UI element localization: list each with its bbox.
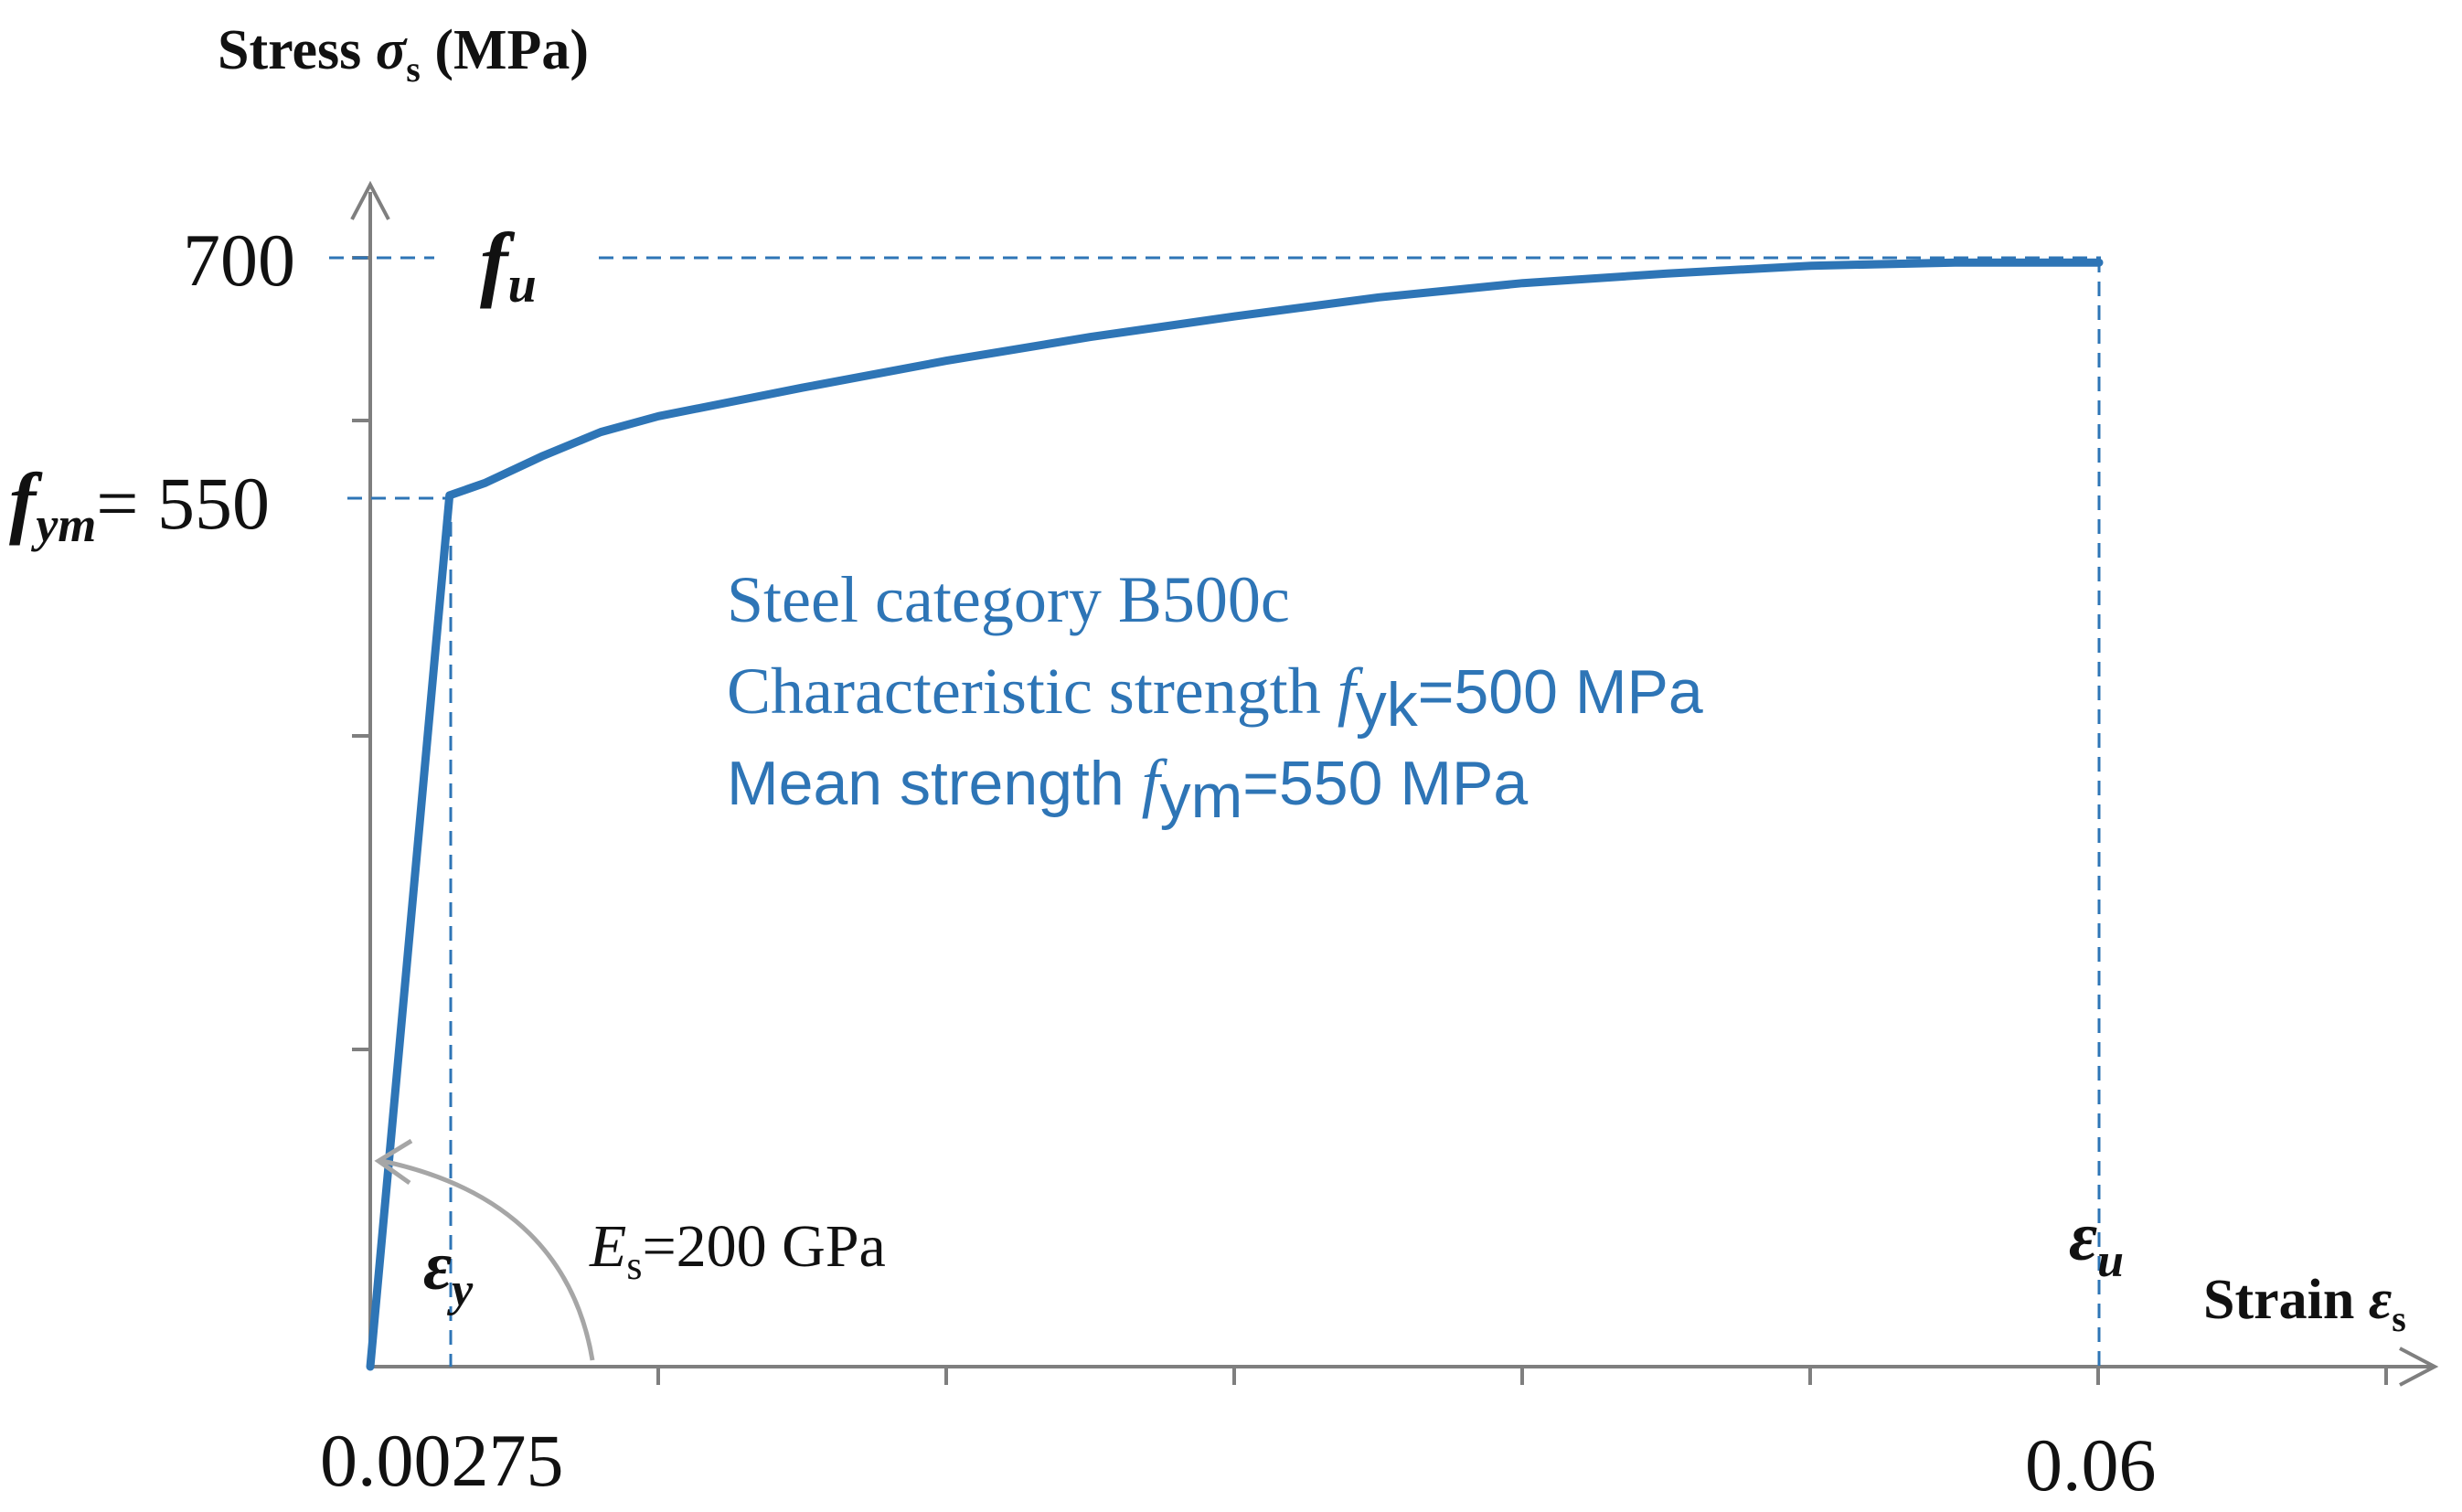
- y-axis-arrowhead: [350, 180, 390, 220]
- modulus-arrowhead: [374, 1138, 413, 1186]
- fym-label: fym= 550: [9, 458, 270, 552]
- y-tick-label-700: 700: [183, 218, 295, 302]
- annotation-line-2: Characteristic strength fyk=500 MPa: [727, 655, 1703, 740]
- y-axis-symbol: σ: [376, 19, 408, 81]
- y-axis-symbol-sub: s: [406, 48, 421, 90]
- x-tick-label-0.06: 0.06: [2025, 1423, 2157, 1507]
- annotation-line-1: Steel category B500c: [727, 563, 1290, 636]
- stress-strain-curve: [366, 258, 2104, 1371]
- x-axis-symbol-sub: s: [2392, 1298, 2406, 1339]
- x-axis-title: Strain εs: [2203, 1269, 2406, 1339]
- fu-label: fu: [480, 216, 537, 314]
- modulus-arrow: [381, 1158, 595, 1361]
- y-axis-unit: (MPa): [434, 19, 589, 81]
- ey-label: εy: [423, 1228, 474, 1316]
- eu-label: εu: [2069, 1198, 2124, 1287]
- annotation-line-3: Mean strength fym=550 MPa: [727, 746, 1528, 831]
- x-axis-arrowhead: [2399, 1347, 2439, 1387]
- y-axis-title: Stress σs (MPa): [218, 19, 589, 90]
- x-tick-label-0.00275: 0.00275: [320, 1419, 564, 1502]
- x-axis-symbol: ε: [2369, 1269, 2392, 1331]
- modulus-label: Es=200 GPa: [589, 1213, 886, 1288]
